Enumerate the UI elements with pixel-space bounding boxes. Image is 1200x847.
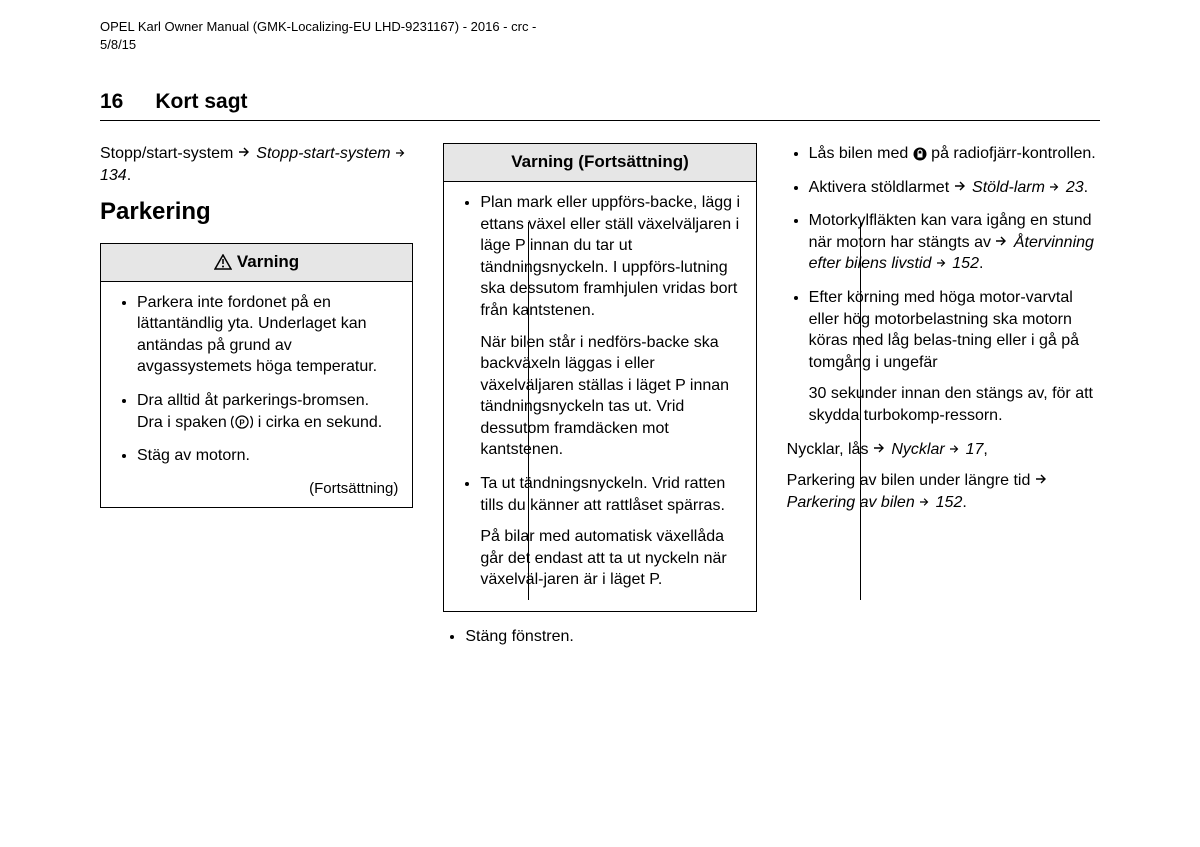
ref-link-page: 152 (936, 494, 963, 511)
list-item: Motorkylfläkten kan vara igång en stund … (809, 210, 1100, 275)
list-item: Aktivera stöldlarmet Stöld-larm 23. (809, 177, 1100, 199)
columns: Stopp/start-system Stopp-start-system 13… (100, 143, 1100, 660)
warning-item-text-b: i cirka en sekund. (258, 414, 383, 431)
warning-body: Parkera inte fordonet på en lättantändli… (101, 282, 412, 507)
list-item-text-b: på radiofjärr-kontrollen. (931, 145, 1096, 162)
page-content: 16 Kort sagt Stopp/start-system Stopp-st… (100, 90, 1100, 660)
ref-link-page: 152 (952, 255, 979, 272)
doc-meta: OPEL Karl Owner Manual (GMK-Localizing-E… (100, 18, 536, 53)
ref-arrow-icon (395, 143, 407, 165)
warning-box-2: Varning (Fortsättning) Plan mark eller u… (443, 143, 756, 612)
warning-item: Stäg av motorn. (137, 445, 398, 467)
list-item-text: Lås bilen med (809, 145, 913, 162)
svg-text:P: P (240, 419, 246, 428)
intro-para: Stopp/start-system Stopp-start-system 13… (100, 143, 413, 186)
warning-header-cont: Varning (Fortsättning) (444, 144, 755, 182)
list-item-text: Efter körning med höga motor-varvtal ell… (809, 289, 1079, 371)
ref-arrow-icon (873, 439, 887, 461)
lock-icon (913, 145, 927, 162)
col3-list: Lås bilen med på radiofjärr-kontrollen. … (787, 143, 1100, 427)
heading-parkering: Parkering (100, 196, 413, 228)
ref-arrow-icon (954, 177, 968, 199)
ref-arrow-icon (1049, 177, 1061, 199)
warning-item-text: Plan mark eller uppförs-backe, lägg i et… (480, 194, 740, 319)
column-separator-2 (860, 222, 861, 600)
warning-item-text: Parkera inte fordonet på en lättantändli… (137, 294, 377, 376)
page-number: 16 (100, 90, 123, 114)
ref-arrow-icon (949, 439, 961, 461)
ref-link-text: Nycklar (891, 441, 944, 458)
list-item-text: Aktivera stöldlarmet (809, 179, 954, 196)
warning-box-1: Varning Parkera inte fordonet på en lätt… (100, 243, 413, 508)
ref-link-text: Stöld-larm (972, 179, 1045, 196)
ref-link-page: 17 (966, 441, 984, 458)
ref-link[interactable]: Nycklar 17 (891, 441, 983, 458)
list-item-text: Stäng fönstren. (465, 628, 574, 645)
list-item-subtext: 30 sekunder innan den stängs av, för att… (809, 383, 1100, 426)
warning-header: Varning (101, 244, 412, 282)
list-item: Efter körning med höga motor-varvtal ell… (809, 287, 1100, 427)
column-separator-1 (528, 222, 529, 600)
column-1: Stopp/start-system Stopp-start-system 13… (100, 143, 413, 660)
ref-arrow-icon (919, 492, 931, 514)
doc-meta-line1: OPEL Karl Owner Manual (GMK-Localizing-E… (100, 18, 536, 36)
list-item: Stäng fönstren. (465, 626, 756, 648)
column-2: Varning (Fortsättning) Plan mark eller u… (443, 143, 756, 660)
ref-arrow-icon (1035, 470, 1049, 492)
para-parking: Parkering av bilen under längre tid Park… (787, 470, 1100, 513)
column-3: Lås bilen med på radiofjärr-kontrollen. … (787, 143, 1100, 660)
warning-item-text: Ta ut tändningsnyckeln. Vrid ratten till… (480, 475, 725, 514)
intro-text: Stopp/start-system (100, 145, 238, 162)
warning-item-text: Stäg av motorn. (137, 447, 250, 464)
list-item: Lås bilen med på radiofjärr-kontrollen. (809, 143, 1100, 165)
ref-link-page: 23 (1066, 179, 1084, 196)
doc-meta-line2: 5/8/15 (100, 36, 536, 54)
warning-item: Dra alltid åt parkerings-bromsen. Dra i … (137, 390, 398, 433)
warning-title: Varning (237, 252, 299, 271)
intro-link-text: Stopp-start-system (256, 145, 390, 162)
page-header: 16 Kort sagt (100, 90, 1100, 121)
warning-item: Ta ut tändningsnyckeln. Vrid ratten till… (480, 473, 741, 591)
intro-link-page: 134 (100, 167, 127, 184)
para-keys: Nycklar, lås Nycklar 17, (787, 439, 1100, 461)
park-brake-icon: P (231, 414, 253, 431)
warning-body-2: Plan mark eller uppförs-backe, lägg i et… (444, 182, 755, 611)
warning-item: Plan mark eller uppförs-backe, lägg i et… (480, 192, 741, 461)
ref-link[interactable]: Parkering av bilen 152 (787, 494, 963, 511)
warning-list: Parkera inte fordonet på en lättantändli… (115, 292, 398, 467)
section-title: Kort sagt (155, 90, 247, 114)
ref-arrow-icon (936, 253, 948, 275)
warning-list-2: Plan mark eller uppförs-backe, lägg i et… (458, 192, 741, 591)
para-text: Parkering av bilen under längre tid (787, 472, 1035, 489)
warning-item: Parkera inte fordonet på en lättantändli… (137, 292, 398, 378)
ref-link[interactable]: Stöld-larm 23 (972, 179, 1084, 196)
continuation-label: (Fortsättning) (115, 479, 398, 499)
warning-item-subtext: När bilen står i nedförs-backe ska backv… (480, 332, 741, 462)
ref-arrow-icon (995, 232, 1009, 254)
warning-triangle-icon (214, 252, 232, 271)
after-box-list: Stäng fönstren. (443, 626, 756, 648)
ref-link-text: Parkering av bilen (787, 494, 915, 511)
ref-arrow-icon (238, 143, 252, 165)
warning-item-subtext: På bilar med automatisk växellåda går de… (480, 526, 741, 591)
